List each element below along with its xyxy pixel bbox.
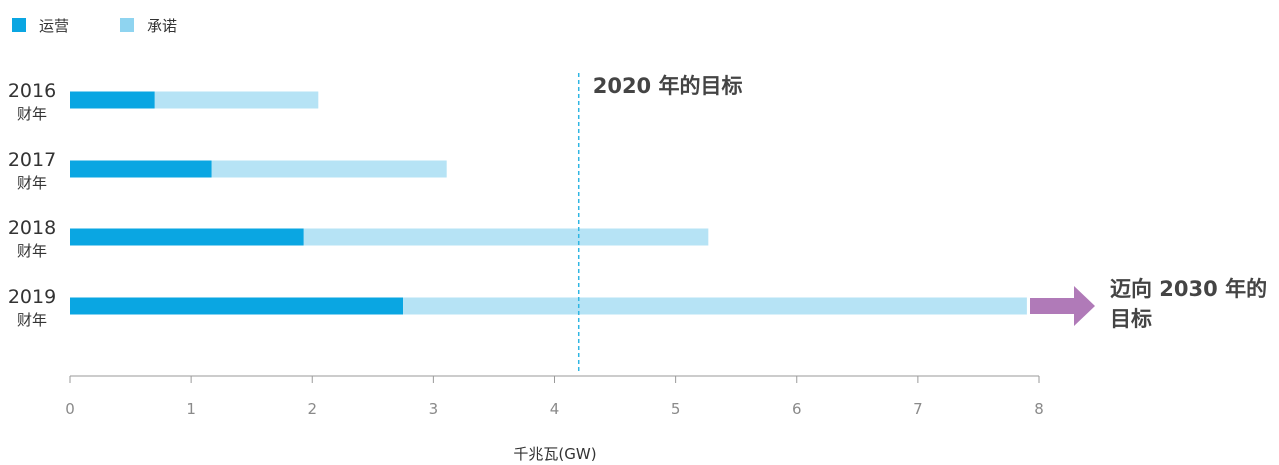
x-tick-label: 3 bbox=[429, 400, 439, 418]
legend-label-2: 承诺 bbox=[147, 17, 177, 35]
x-tick-label: 1 bbox=[186, 400, 196, 418]
category-suffix-label: 财年 bbox=[17, 105, 47, 123]
x-tick-label: 0 bbox=[65, 400, 75, 418]
bar-2018-series-1 bbox=[70, 228, 304, 246]
target-2030-label-line-2: 目标 bbox=[1110, 307, 1152, 331]
bar-2016-series-1 bbox=[70, 91, 155, 109]
bar-2019-series-1 bbox=[70, 297, 404, 315]
category-year-label: 2016 bbox=[8, 80, 56, 102]
bar-2018-series-2 bbox=[303, 228, 709, 246]
x-tick-label: 5 bbox=[671, 400, 681, 418]
legend-swatch-2 bbox=[120, 18, 134, 32]
category-year-label: 2019 bbox=[8, 286, 56, 308]
bar-2017-series-2 bbox=[211, 160, 447, 178]
category-labels: 2016 财年 2017 财年 2018 财年 2019 财年 bbox=[8, 80, 56, 329]
x-tick-label: 4 bbox=[550, 400, 560, 418]
x-tick-label: 2 bbox=[307, 400, 317, 418]
arrow-right-icon bbox=[1030, 286, 1095, 326]
legend-swatch-1 bbox=[12, 18, 26, 32]
bars bbox=[70, 91, 1027, 315]
x-tick-label: 6 bbox=[792, 400, 802, 418]
target-arrow: 迈向 2030 年的目标 bbox=[1030, 277, 1267, 331]
target-reference-line: 2020 年的目标 bbox=[577, 73, 743, 372]
bar-2016-series-2 bbox=[154, 91, 319, 109]
x-axis: 0 1 2 3 4 5 6 7 8 千兆瓦(GW) bbox=[65, 375, 1044, 463]
target-2020-label: 2020 年的目标 bbox=[593, 74, 743, 98]
category-year-label: 2018 bbox=[8, 217, 56, 239]
legend: 运营 承诺 bbox=[12, 17, 177, 35]
x-axis-title: 千兆瓦(GW) bbox=[513, 445, 596, 463]
category-suffix-label: 财年 bbox=[17, 311, 47, 329]
target-2030-label-line-1: 迈向 2030 年的 bbox=[1110, 277, 1267, 301]
bar-2017-series-1 bbox=[70, 160, 212, 178]
x-tick-label: 8 bbox=[1034, 400, 1044, 418]
bar-2019-series-2 bbox=[403, 297, 1027, 315]
category-suffix-label: 财年 bbox=[17, 242, 47, 260]
legend-label-1: 运营 bbox=[39, 17, 69, 35]
category-suffix-label: 财年 bbox=[17, 174, 47, 192]
category-year-label: 2017 bbox=[8, 149, 56, 171]
x-tick-label: 7 bbox=[913, 400, 923, 418]
